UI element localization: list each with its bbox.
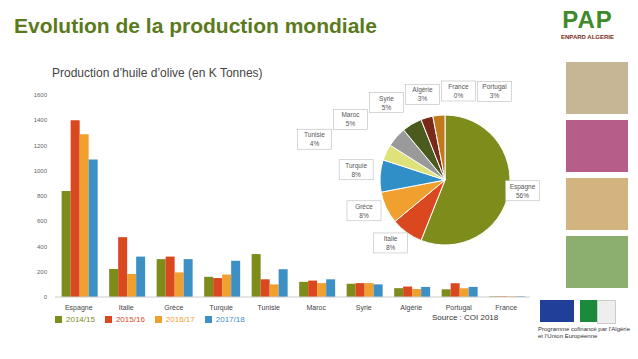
svg-text:8%: 8% <box>351 171 361 178</box>
svg-text:3%: 3% <box>418 95 428 102</box>
svg-text:1400: 1400 <box>34 117 48 123</box>
svg-text:1000: 1000 <box>34 168 48 174</box>
svg-text:Algérie: Algérie <box>400 304 422 312</box>
svg-text:France: France <box>448 83 469 90</box>
svg-text:Grèce: Grèce <box>164 304 183 311</box>
svg-text:0: 0 <box>44 294 48 300</box>
html-text:Programme cofinancé par l’Algé: Programme cofinancé par l’Algérie et l’U… <box>538 326 630 339</box>
svg-text:Algérie: Algérie <box>412 86 433 94</box>
html-text:PAP: PAP <box>562 6 613 33</box>
svg-text:1600: 1600 <box>34 92 48 98</box>
html-text:Evolution de la production mon: Evolution de la production mondiale <box>14 14 377 37</box>
svg-text:4%: 4% <box>310 140 320 147</box>
svg-text:3%: 3% <box>490 92 500 99</box>
svg-text:Maroc: Maroc <box>341 111 360 118</box>
html-text:2016/17: 2016/17 <box>165 315 195 324</box>
svg-text:Grèce: Grèce <box>355 203 373 210</box>
svg-text:5%: 5% <box>382 104 392 111</box>
html-text:Production d’huile d’olive (en: Production d’huile d’olive (en K Tonnes) <box>52 66 263 80</box>
svg-text:Syrie: Syrie <box>356 304 372 312</box>
svg-text:200: 200 <box>37 269 48 275</box>
html-text:2014/15: 2014/15 <box>66 315 95 324</box>
html-text:Source : COI 2018: Source : COI 2018 <box>432 313 499 322</box>
svg-text:Espagne: Espagne <box>65 304 93 312</box>
svg-text:France: France <box>495 304 517 311</box>
svg-text:Portugal: Portugal <box>482 83 507 91</box>
svg-text:8%: 8% <box>359 212 369 219</box>
svg-text:5%: 5% <box>346 120 356 127</box>
svg-text:400: 400 <box>37 244 48 250</box>
svg-text:Tunisie: Tunisie <box>304 131 325 138</box>
svg-text:Turquie: Turquie <box>210 304 234 312</box>
svg-text:Turquie: Turquie <box>345 162 367 170</box>
svg-text:Syrie: Syrie <box>379 95 394 103</box>
svg-text:Italie: Italie <box>384 235 398 242</box>
svg-text:1200: 1200 <box>34 143 48 149</box>
svg-text:600: 600 <box>37 218 48 224</box>
svg-text:0%: 0% <box>454 92 464 99</box>
html-text:2017/18: 2017/18 <box>215 315 245 324</box>
svg-text:56%: 56% <box>516 192 529 199</box>
svg-text:8%: 8% <box>386 244 396 251</box>
svg-text:Tunisie: Tunisie <box>258 304 280 311</box>
svg-text:Italie: Italie <box>119 304 134 311</box>
svg-text:Portugal: Portugal <box>446 304 473 312</box>
html-text:2015/16: 2015/16 <box>115 315 145 324</box>
svg-text:Espagne: Espagne <box>510 183 536 191</box>
svg-text:Maroc: Maroc <box>307 304 327 311</box>
svg-text:800: 800 <box>37 193 48 199</box>
html-text:ENPARD ALGERIE: ENPARD ALGERIE <box>561 34 614 40</box>
